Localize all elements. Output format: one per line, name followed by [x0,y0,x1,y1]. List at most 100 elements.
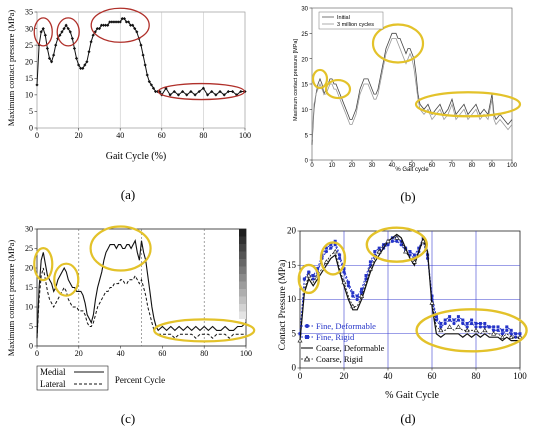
panel-a-data-point [70,36,74,41]
panel-d-chart: 0 5 10 15 20 0 20 40 60 80 100 Fine, Deformable F… [277,226,528,426]
panel-b-legend-initial: Initial [337,15,350,21]
panel-a-data-point [81,66,85,70]
c-x-tick-label: 20 [75,349,83,358]
panel-b-series-initial-line [311,32,513,145]
a-y-tick-label: 20 [25,57,33,66]
panel-d-point-coarse-rigid [359,293,365,298]
panel-a-x-ticks: 0 20 40 60 80 100 [35,128,251,140]
a-x-tick-label: 0 [35,131,39,140]
c-x-tick-label: 0 [35,349,39,358]
panel-d-point-fine-rigid [316,267,320,271]
panel-a-data-point [201,86,205,90]
panel-a-data-point [218,89,222,94]
panel-b-series [311,32,513,145]
a-y-tick-label: 0 [29,124,33,133]
panel-a-data-point [47,56,52,60]
panel-c-scalebar-cell [239,296,246,304]
panel-a-data-point [62,26,66,31]
panel-c-scalebar-cell [239,281,246,289]
panel-d-series-coarse-deformable-line [299,233,520,342]
panel-d-point-coarse-rigid [297,337,303,343]
panel-d-point-fine-deformable [434,318,438,322]
a-highlight-ellipse [90,7,150,43]
panel-c-highlight-ellipses [33,225,256,343]
d-x-tick-label: 80 [472,371,482,381]
panel-a-data-point [54,43,58,47]
panel-c-legend: Medial Lateral [36,365,109,391]
panel-d-point-coarse-rigid [403,248,409,254]
panel-d-point-coarse-rigid [464,327,470,333]
c-y-tick-label: 25 [25,244,33,253]
c-highlight-ellipse [33,247,54,282]
panel-d-point-fine-rigid [434,315,438,319]
panel-d-point-fine-deformable [461,321,465,326]
panel-d-point-fine-deformable [483,325,487,329]
panel-a-data-point [230,89,235,94]
d-highlight-ellipse [365,226,428,263]
panel-d-point-fine-rigid [448,315,452,319]
d-x-tick-label: 20 [340,371,350,381]
panel-a-data-point [112,20,116,24]
panel-c-scalebar-cell [239,244,246,252]
panel-d-point-fine-deformable [514,335,518,339]
panel-d-point-fine-rigid [461,318,465,322]
c-x-tick-label: 80 [200,349,208,358]
panel-a-data-point [49,60,54,64]
panel-c-x-ticks: 0 20 40 60 80 100 [35,346,252,358]
b-y-tick-label: 20 [301,57,308,63]
panel-b-x-ticks: 0 10 20 30 40 50 60 70 80 90 100 [310,160,518,169]
panel-a-data-point [131,23,135,27]
panel-a-series [35,17,247,97]
panel-a-data-point [104,23,108,27]
panel-d-point-fine-rigid [368,260,372,264]
panel-d-point-coarse-rigid [420,238,426,244]
panel-b-y-axis-label: Maximum contact pressure [MPa] [293,39,299,121]
panel-c-series [36,239,247,339]
panel-d-legend: Fine, Deformable Fine, Rigid Coarse, Def… [301,321,385,364]
panel-d-legend-coarse-rigid: Coarse, Rigid [301,354,363,364]
panel-c-scalebar-cell [239,274,246,282]
c-x-tick-label: 60 [158,349,166,358]
panel-c-y-ticks: 0 5 10 15 20 25 30 [25,225,37,351]
panel-d-point-fine-rigid [351,291,355,295]
panel-d-point-fine-rigid [470,318,474,322]
panel-d-legend-fine-deformable: Fine, Deformable [301,321,376,331]
panel-c-scalebar-cell [239,304,246,312]
panel-d-point-coarse-rigid [367,266,373,271]
panel-d-point-fine-deformable [509,332,513,336]
panel-c-scalebar-cell [239,229,246,237]
panel-d-point-fine-deformable [360,291,364,295]
panel-c-scalebar-cell [239,289,246,297]
panel-d-point-fine-deformable [439,325,443,329]
panel-d-point-fine-rigid [483,321,487,325]
panel-a-y-ticks: 0 5 10 15 20 25 30 35 [25,8,37,133]
panel-c-scalebar-cell [239,251,246,259]
a-highlight-ellipse [157,82,245,101]
panel-d-point-coarse-rigid [394,235,400,240]
panel-c-legend-medial: Medial [40,367,66,377]
panel-c-x-axis-label: Percent Cycle [115,375,165,385]
panel-c-scalebar-cell [239,266,246,274]
panel-d-point-fine-rigid [355,294,359,298]
panel-d-point-fine-deformable [474,325,478,329]
b-x-tick-label: 20 [349,163,356,169]
a-highlight-ellipse [56,17,80,47]
panel-d-point-coarse-rigid [350,303,356,309]
panel-a-data-point [58,33,62,37]
b-highlight-ellipse [371,23,425,64]
b-y-tick-label: 5 [305,133,309,139]
panel-a-data-point [89,40,93,44]
panel-a-caption: (a) [121,187,135,202]
panel-d-point-fine-rigid [478,321,482,325]
panel-c-gray-scalebar [239,229,246,319]
panel-d-point-coarse-rigid [491,331,497,336]
b-x-tick-label: 100 [507,163,518,169]
panel-d-point-fine-rigid [329,243,333,247]
panel-a-data-point [239,89,243,94]
b-x-tick-label: 50 [409,163,416,169]
panel-d-point-fine-rigid [417,246,421,250]
panel-d-point-fine-rigid [408,250,412,254]
panel-b-highlight-ellipses [311,23,522,118]
panel-d-point-fine-rigid [333,239,337,243]
d-highlight-ellipse [415,308,528,353]
